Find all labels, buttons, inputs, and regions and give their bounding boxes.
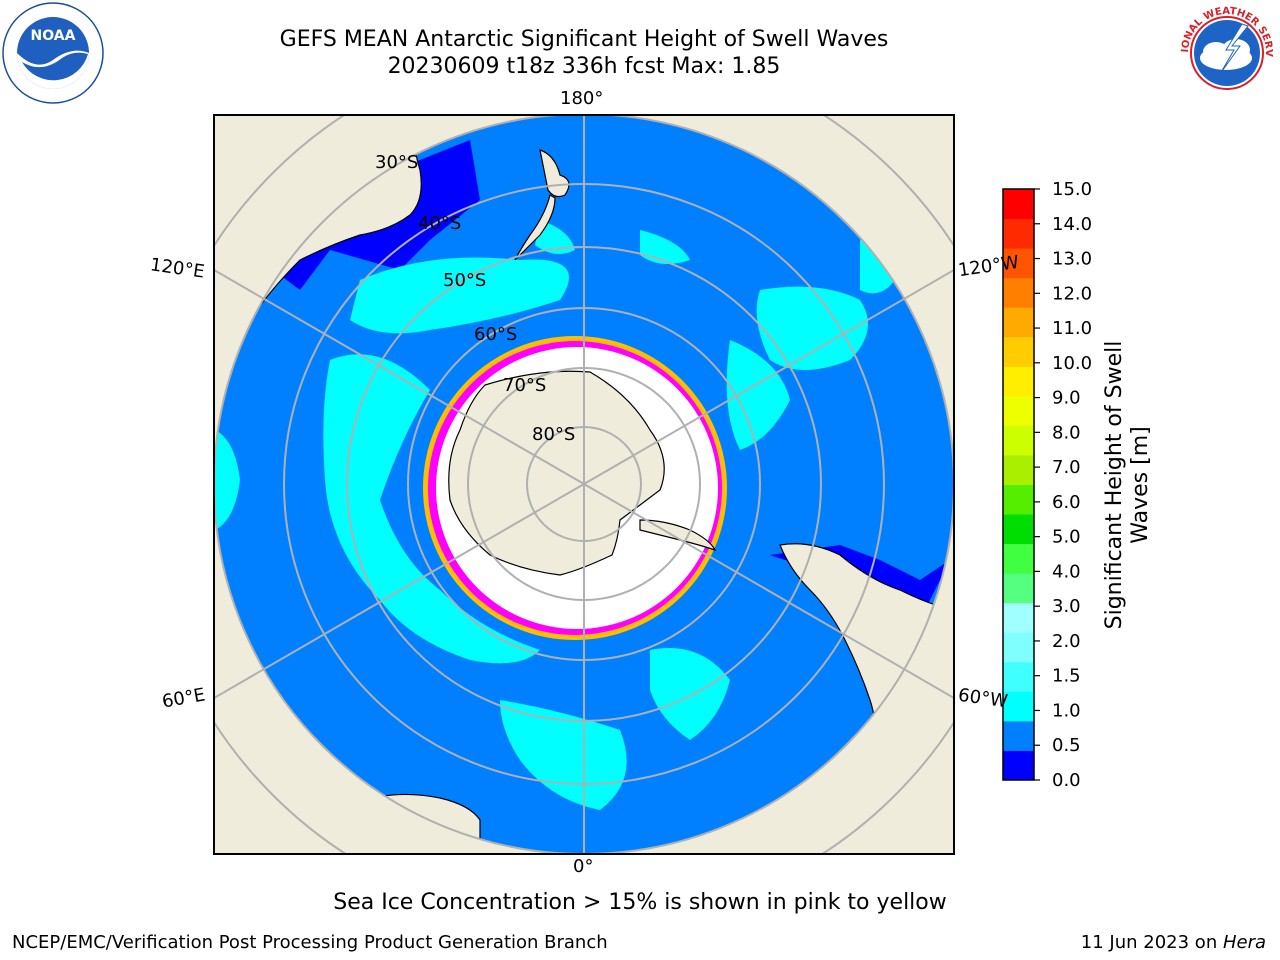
colorbar-title-line2: Waves [m] <box>1128 426 1153 544</box>
footer-date: 11 Jun 2023 on Hera <box>1081 932 1266 953</box>
sea-ice-caption: Sea Ice Concentration > 15% is shown in … <box>333 890 947 915</box>
colorbar-swatch <box>1003 484 1034 515</box>
colorbar-swatch <box>1003 366 1034 397</box>
colorbar-tick-label: 15.0 <box>1052 179 1092 200</box>
colorbar-swatch <box>1003 661 1034 692</box>
lat-label-40s: 40°S <box>418 213 462 234</box>
colorbar-tick-label: 6.0 <box>1052 492 1081 513</box>
colorbar-swatch <box>1003 632 1034 663</box>
footer-credit: NCEP/EMC/Verification Post Processing Pr… <box>12 932 608 953</box>
colorbar-tick-label: 5.0 <box>1052 527 1081 548</box>
antarctica <box>448 370 665 576</box>
colorbar-swatch <box>1003 307 1034 338</box>
moderate-swell-band <box>215 430 240 530</box>
colorbar-swatch <box>1003 218 1034 249</box>
colorbar-tick-label: 8.0 <box>1052 422 1081 443</box>
moderate-swell-band <box>650 648 730 740</box>
colorbar-tick-label: 4.0 <box>1052 561 1081 582</box>
lat-label-70s: 70°S <box>503 375 547 396</box>
colorbar-swatch <box>1003 543 1034 574</box>
lat-label-60s: 60°S <box>474 324 518 345</box>
lon-label-0: 0° <box>573 856 594 877</box>
colorbar-tick-label: 14.0 <box>1052 214 1092 235</box>
colorbar-title-line1: Significant Height of Swell <box>1102 340 1127 630</box>
colorbar-swatch <box>1003 691 1034 722</box>
colorbar-ticks: 15.0 14.0 13.0 12.0 11.0 10.0 9.0 8.0 7.0 6.0 5.0 4… <box>1034 179 1092 791</box>
colorbar-title: Significant Height of Swell Waves [m] <box>1102 315 1154 655</box>
moderate-swell-band <box>860 240 895 294</box>
colorbar-swatch <box>1003 750 1034 781</box>
colorbar-tick-label: 7.0 <box>1052 457 1081 478</box>
lat-label-50s: 50°S <box>443 270 487 291</box>
colorbar-swatch <box>1003 189 1034 220</box>
colorbar-swatch <box>1003 514 1034 545</box>
colorbar-swatch <box>1003 602 1034 633</box>
longitude-grid <box>214 115 954 854</box>
colorbar-swatch <box>1003 573 1034 604</box>
moderate-swell-band <box>323 354 540 664</box>
colorbar-tick-label: 3.0 <box>1052 596 1081 617</box>
noaa-logo: NOAA <box>2 2 104 104</box>
noaa-logo-text: NOAA <box>31 28 76 44</box>
chart-title: GEFS MEAN Antarctic Significant Height o… <box>279 27 889 52</box>
moderate-swell-band <box>726 340 790 450</box>
footer-date-text: 11 Jun 2023 on <box>1080 932 1223 953</box>
lon-label-180: 180° <box>560 88 604 109</box>
moderate-swell-band <box>756 286 868 370</box>
colorbar-tick-label: 2.0 <box>1052 631 1081 652</box>
colorbar-tick-label: 9.0 <box>1052 388 1081 409</box>
colorbar-swatch <box>1003 277 1034 308</box>
colorbar <box>1003 189 1034 781</box>
new-zealand <box>514 194 556 261</box>
colorbar-swatch <box>1003 425 1034 456</box>
colorbar-tick-label: 1.0 <box>1052 700 1081 721</box>
colorbar-tick-label: 12.0 <box>1052 283 1092 304</box>
colorbar-swatch <box>1003 336 1034 367</box>
colorbar-swatch <box>1003 720 1034 751</box>
colorbar-swatch <box>1003 395 1034 426</box>
colorbar-frame <box>1002 188 1035 781</box>
moderate-swell-band <box>640 230 690 264</box>
lat-label-80s: 80°S <box>532 424 576 445</box>
moderate-swell-band <box>500 700 627 810</box>
colorbar-tick-label: 1.5 <box>1052 666 1081 687</box>
colorbar-tick-label: 13.0 <box>1052 249 1092 270</box>
lat-label-30s: 30°S <box>375 152 419 173</box>
colorbar-swatch <box>1003 248 1034 279</box>
moderate-swell-band <box>350 257 569 334</box>
colorbar-tick-label: 0.5 <box>1052 735 1081 756</box>
footer-machine: Hera <box>1222 932 1266 953</box>
chart-subtitle: 20230609 t18z 336h fcst Max: 1.85 <box>387 54 781 79</box>
colorbar-tick-label: 11.0 <box>1052 318 1092 339</box>
national-weather-service-logo: NATIONAL WEATHER SERVICE <box>1176 2 1277 103</box>
colorbar-swatch <box>1003 454 1034 485</box>
colorbar-tick-label: 10.0 <box>1052 353 1092 374</box>
map-frame <box>213 114 955 855</box>
colorbar-tick-label: 0.0 <box>1052 770 1081 791</box>
